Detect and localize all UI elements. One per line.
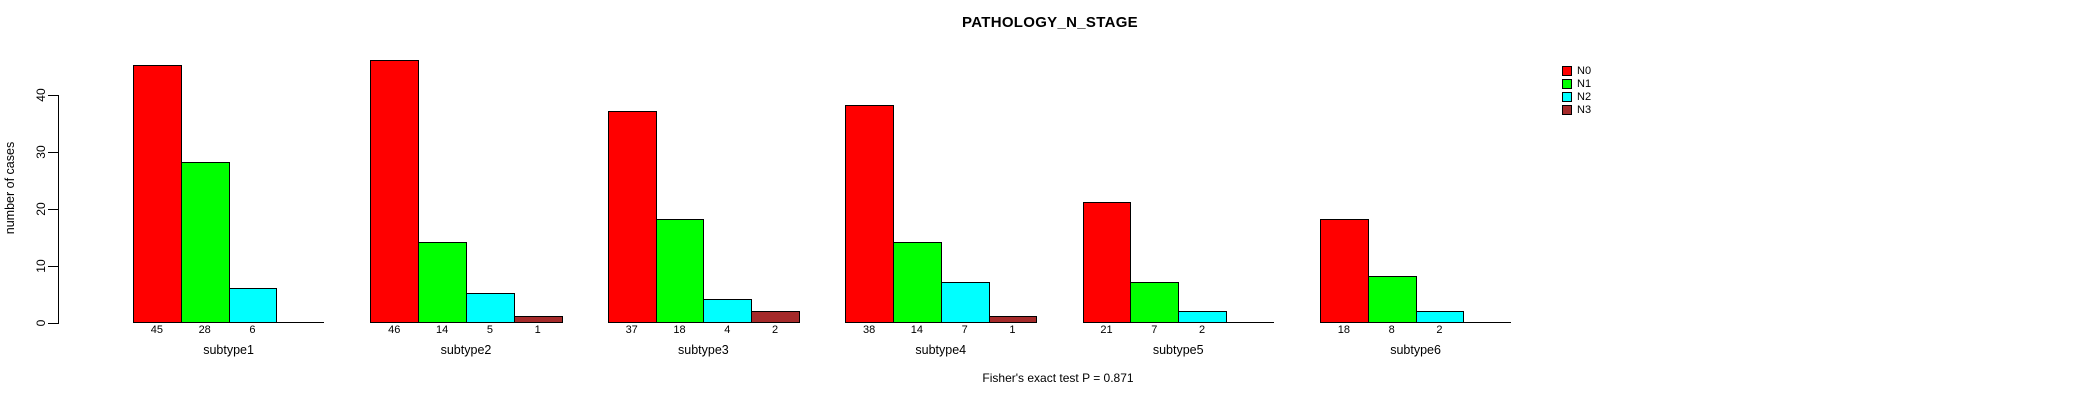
- legend-label: N0: [1577, 65, 1592, 77]
- bar-value-N2-subtype4: 7: [961, 324, 968, 336]
- y-axis-tick-label: 30: [34, 145, 48, 159]
- y-axis-tick-label: 40: [34, 88, 48, 102]
- bar-N3-subtype3: [751, 311, 800, 323]
- bar-N1-subtype6: [1367, 276, 1417, 323]
- bar-N1-subtype4: [893, 242, 942, 323]
- bar-value-N3-subtype3: 2: [772, 324, 779, 336]
- bar-value-N0-subtype5: 21: [1100, 324, 1113, 336]
- bar-N1-subtype1: [180, 162, 230, 323]
- bar-N2-subtype1: [228, 288, 278, 323]
- bar-value-N1-subtype3: 18: [673, 324, 686, 336]
- bar-N1-subtype3: [655, 219, 705, 323]
- bar-N2-subtype6: [1415, 311, 1465, 323]
- bar-value-N3-subtype4: 1: [1009, 324, 1016, 336]
- y-axis-tick: [48, 95, 59, 96]
- bar-value-N2-subtype2: 5: [486, 324, 493, 336]
- y-axis-tick-label: 10: [34, 259, 48, 273]
- bar-N0-subtype6: [1320, 219, 1369, 323]
- legend-swatch-N1: [1562, 79, 1572, 89]
- bar-value-N2-subtype3: 4: [724, 324, 731, 336]
- y-axis-tick-label: 0: [34, 319, 48, 327]
- category-label-subtype1: subtype1: [203, 343, 254, 357]
- legend-label: N1: [1577, 78, 1592, 90]
- legend-item-N2: N2: [1562, 91, 1592, 103]
- statistical-test-annotation: Fisher's exact test P = 0.871: [982, 371, 1134, 385]
- legend-item-N3: N3: [1562, 104, 1592, 116]
- bar-N3-subtype4: [988, 316, 1038, 323]
- bar-N0-subtype4: [845, 105, 894, 323]
- bar-value-N1-subtype5: 7: [1151, 324, 1158, 336]
- bar-value-N1-subtype1: 28: [198, 324, 211, 336]
- y-axis-tick-label: 20: [34, 202, 48, 216]
- bar-value-N0-subtype3: 37: [625, 324, 638, 336]
- y-axis-tick: [48, 266, 59, 267]
- y-axis-tick: [48, 323, 59, 324]
- bar-value-N2-subtype1: 6: [249, 324, 256, 336]
- bar-value-N2-subtype6: 2: [1436, 324, 1443, 336]
- bar-N1-subtype5: [1130, 282, 1180, 323]
- bar-N2-subtype5: [1178, 311, 1227, 323]
- bar-N3-subtype2: [513, 316, 563, 323]
- bar-N0-subtype5: [1082, 202, 1132, 323]
- legend-label: N3: [1577, 104, 1592, 116]
- y-axis-tick: [48, 152, 59, 153]
- y-axis-label: number of cases: [3, 141, 17, 235]
- legend-swatch-N3: [1562, 105, 1572, 115]
- category-label-subtype3: subtype3: [678, 343, 729, 357]
- bar-value-N3-subtype2: 1: [534, 324, 541, 336]
- legend: N0 N1 N2 N3: [1562, 66, 1591, 118]
- bar-N0-subtype1: [133, 65, 182, 323]
- bar-value-N1-subtype2: 14: [435, 324, 449, 336]
- category-label-subtype5: subtype5: [1152, 343, 1204, 357]
- bar-N2-subtype2: [466, 293, 515, 323]
- bar-value-N0-subtype4: 38: [862, 324, 876, 336]
- bar-value-N2-subtype5: 2: [1199, 324, 1206, 336]
- bar-value-N0-subtype6: 18: [1337, 324, 1351, 336]
- category-label-subtype2: subtype2: [440, 343, 492, 357]
- legend-swatch-N2: [1562, 92, 1572, 102]
- legend-item-N0: N0: [1562, 65, 1592, 77]
- bar-N2-subtype4: [940, 282, 990, 323]
- bar-value-N0-subtype2: 46: [388, 324, 401, 336]
- legend-item-N1: N1: [1562, 78, 1592, 90]
- bar-value-N1-subtype6: 8: [1388, 324, 1395, 336]
- category-label-subtype4: subtype4: [915, 343, 967, 357]
- bar-N0-subtype2: [370, 60, 420, 323]
- y-axis-tick: [48, 209, 59, 210]
- bar-N1-subtype2: [418, 242, 467, 323]
- bar-N2-subtype3: [703, 299, 753, 323]
- bar-value-N0-subtype1: 45: [150, 324, 164, 336]
- legend-label: N2: [1577, 91, 1592, 103]
- bar-value-N1-subtype4: 14: [910, 324, 924, 336]
- legend-swatch-N0: [1562, 66, 1572, 76]
- category-label-subtype6: subtype6: [1390, 343, 1441, 357]
- bar-N0-subtype3: [607, 111, 657, 323]
- chart-title: PATHOLOGY_N_STAGE: [962, 14, 1138, 31]
